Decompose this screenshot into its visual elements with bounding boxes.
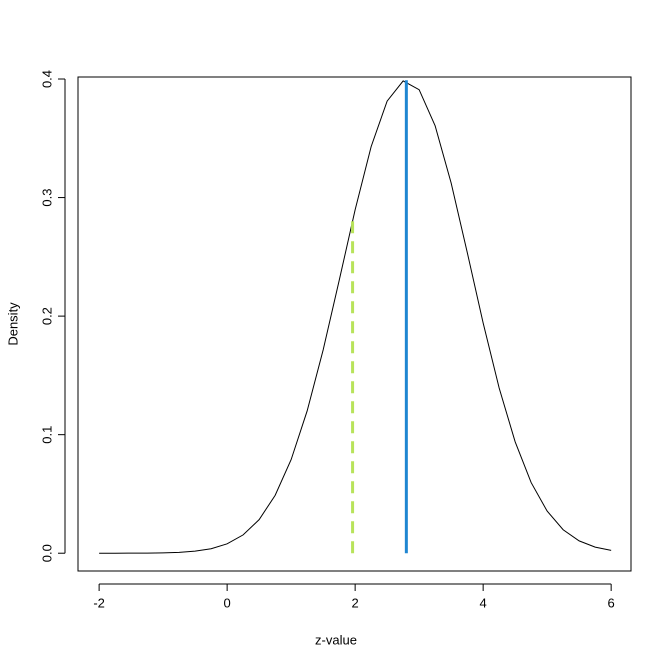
density-curve (99, 80, 612, 554)
plot-box (77, 76, 632, 572)
y-tick-label: 0.3 (39, 189, 54, 207)
y-tick-label: 0.4 (39, 70, 54, 88)
x-tick-label: 6 (608, 595, 615, 610)
x-tick-label: 2 (352, 595, 359, 610)
y-tick-label: 0.2 (39, 307, 54, 325)
x-tick-label: 4 (480, 595, 487, 610)
y-axis-label: Density (5, 302, 20, 346)
x-tick-label: -2 (93, 595, 105, 610)
y-tick-label: 0.1 (39, 426, 54, 444)
x-axis-label: z-value (315, 632, 357, 647)
y-tick-label: 0.0 (39, 544, 54, 562)
x-tick-label: 0 (224, 595, 231, 610)
